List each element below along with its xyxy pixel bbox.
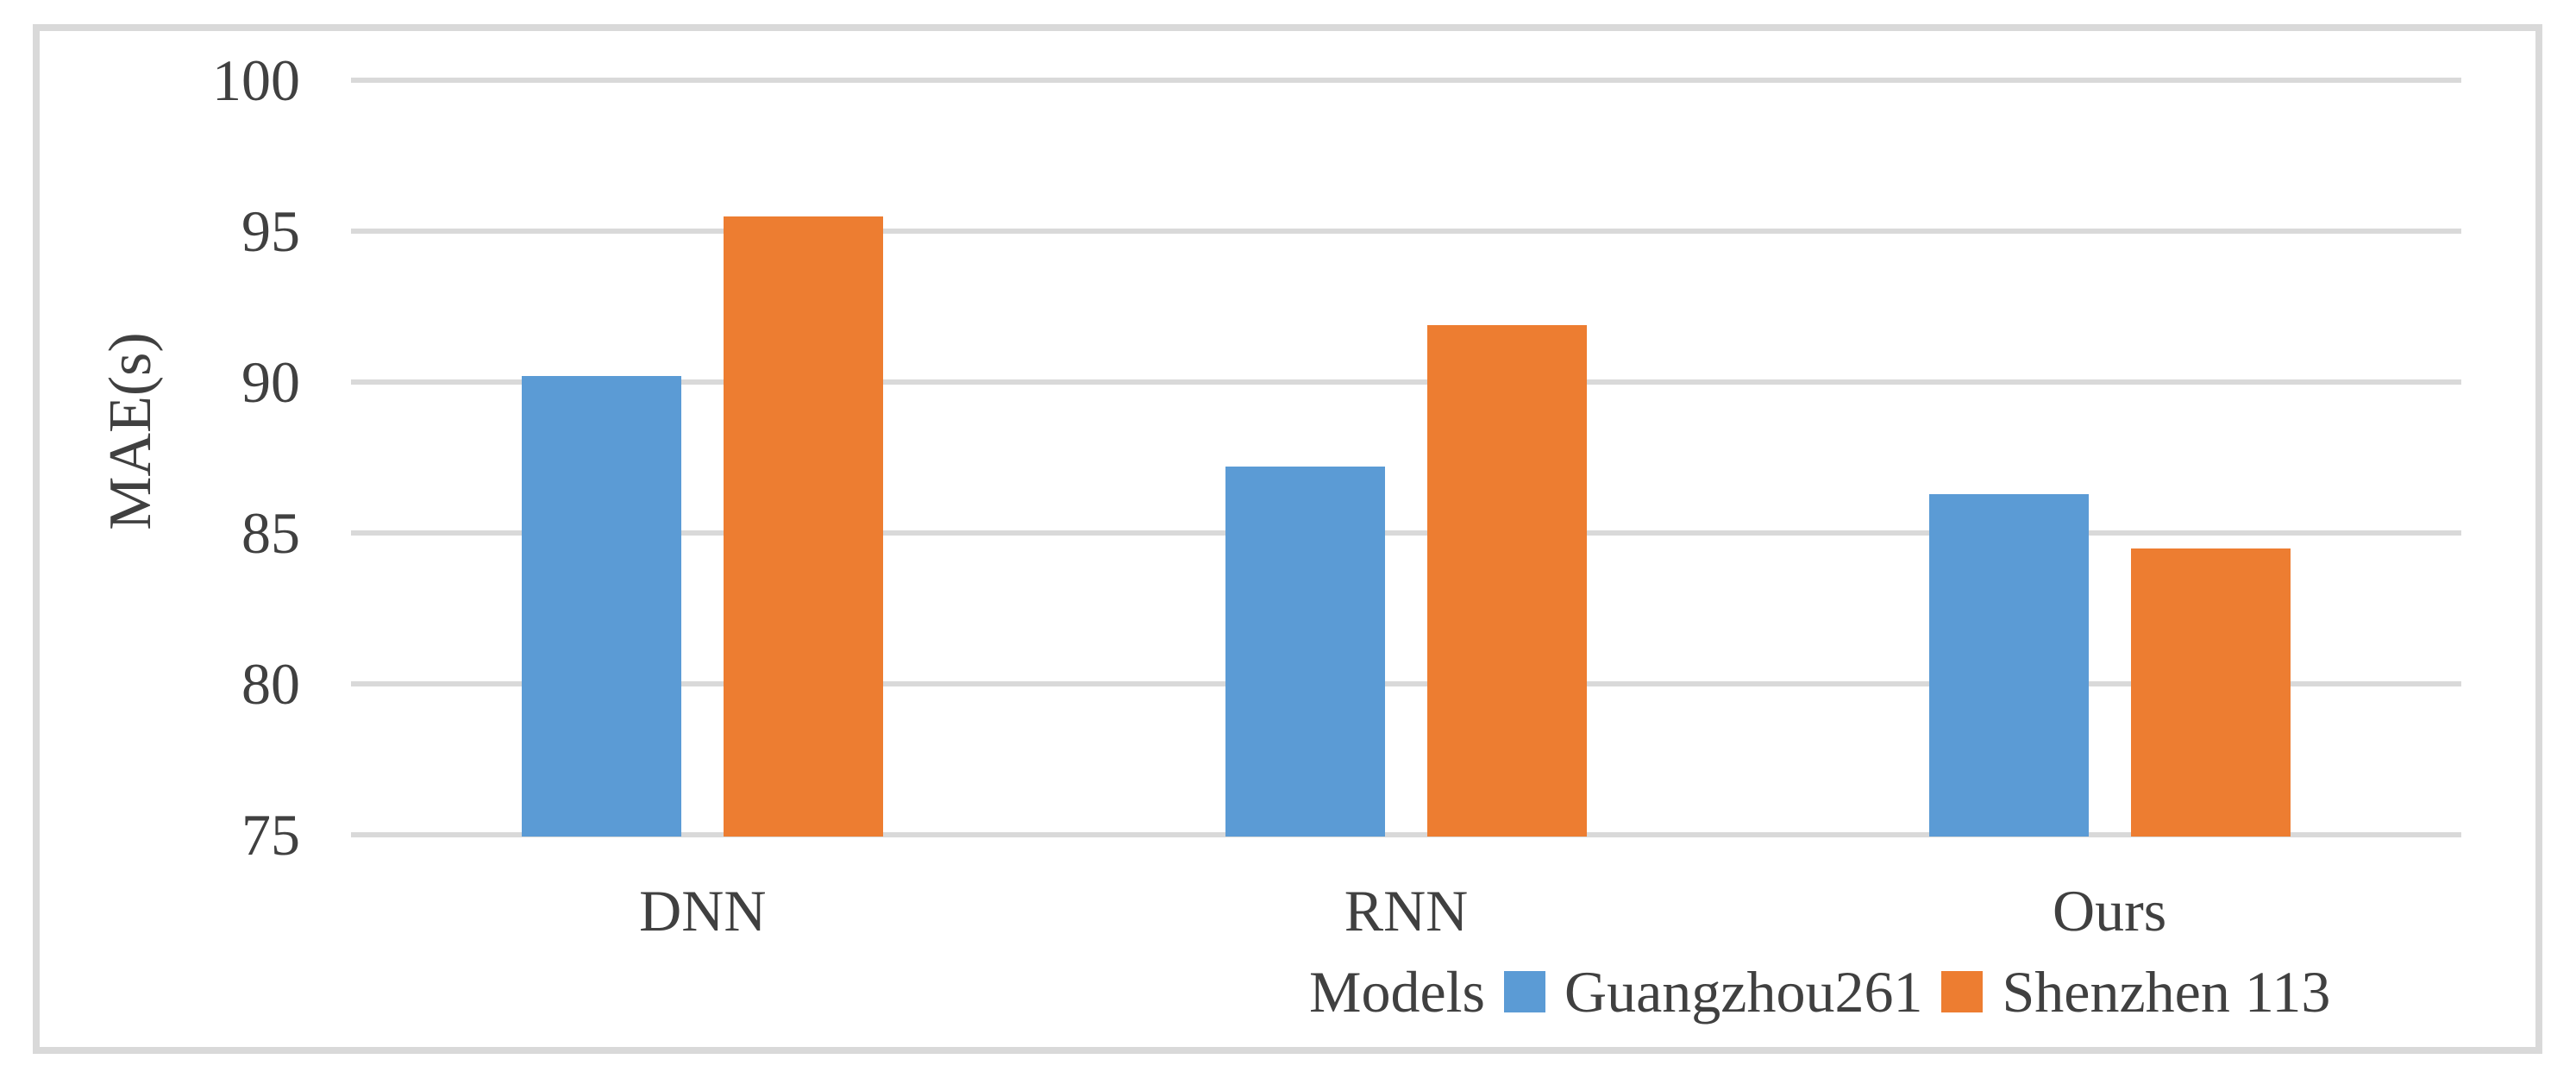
- y-tick-label-80: 80: [241, 651, 300, 717]
- bar-shenzhen-113-rnn: [1427, 324, 1587, 837]
- bar-guangzhou261-ours: [1928, 493, 2089, 837]
- bar-guangzhou261-rnn: [1225, 467, 1385, 837]
- gridline-75: [351, 832, 2461, 837]
- x-tick-label-dnn: DNN: [639, 878, 767, 943]
- legend-swatch-guangzhou261: [1504, 971, 1545, 1012]
- gridline-90: [351, 379, 2461, 385]
- y-tick-label-75: 75: [241, 802, 300, 868]
- x-tick-label-ours: Ours: [2053, 878, 2167, 943]
- legend-label-guangzhou261: Guangzhou261: [1564, 959, 1923, 1025]
- y-tick-label-85: 85: [241, 500, 300, 566]
- gridline-100: [351, 78, 2461, 83]
- legend: Models Guangzhou261 Shenzhen 113: [1309, 959, 2330, 1025]
- y-tick-label-95: 95: [241, 198, 300, 264]
- y-tick-label-90: 90: [241, 349, 300, 415]
- gridline-95: [351, 229, 2461, 234]
- bar-shenzhen-113-dnn: [724, 216, 884, 837]
- y-tick-label-100: 100: [212, 47, 300, 113]
- gridline-80: [351, 681, 2461, 686]
- legend-label-shenzhen-113: Shenzhen 113: [2002, 959, 2331, 1025]
- legend-swatch-shenzhen-113: [1941, 971, 1984, 1012]
- legend-items: Guangzhou261 Shenzhen 113: [1504, 959, 2330, 1025]
- x-axis-title: Models: [1309, 959, 1485, 1025]
- bar-guangzhou261-dnn: [522, 376, 682, 837]
- gridline-85: [351, 530, 2461, 536]
- x-tick-label-rnn: RNN: [1344, 878, 1469, 943]
- bar-shenzhen-113-ours: [2130, 548, 2291, 837]
